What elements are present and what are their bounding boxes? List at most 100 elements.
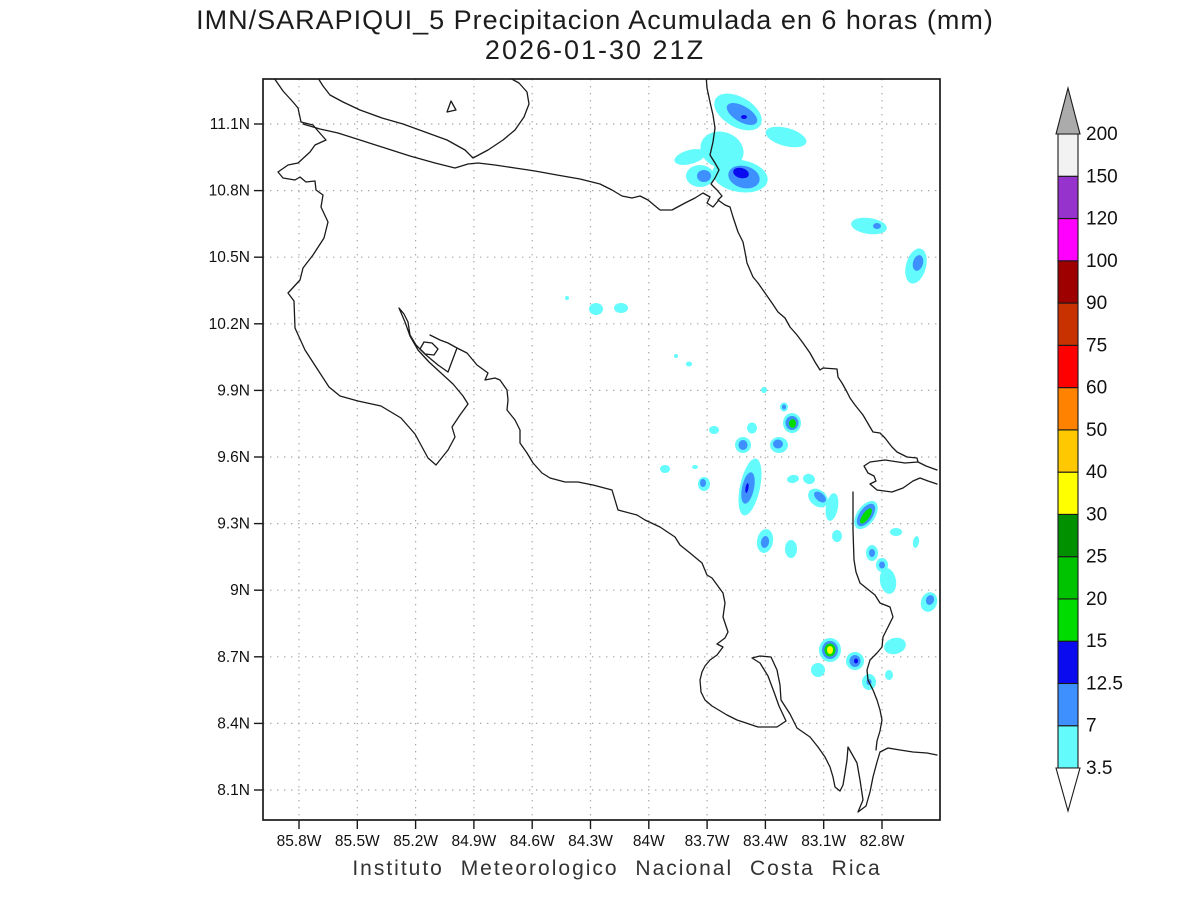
precip-cell-c [614,303,628,313]
colorbar-swatch [1057,217,1079,262]
precip-cell-b [912,255,924,271]
y-tick-label: 11.1N [210,116,250,133]
colorbar-label: 12.5 [1086,673,1123,694]
precip-cell-n [741,115,747,119]
y-tick-label: 8.1N [217,782,250,799]
precip-cell-c [879,568,897,594]
graticule-grid [263,79,940,820]
precip-cell-b [697,170,711,182]
x-tick-label: 83.1W [801,833,846,850]
colorbar-label: 100 [1086,251,1118,272]
precip-cell-c [761,387,767,393]
x-tick-label: 85.5W [335,833,380,850]
precip-cell-c [885,670,893,680]
precip-cell-b [869,549,875,557]
colorbar-label: 200 [1086,124,1118,145]
precip-cell-b [879,561,885,569]
precip-cell-c [803,473,815,485]
precip-cell-c [674,149,706,165]
precip-cell-c [660,465,670,473]
y-tick-label: 9.3N [217,516,250,533]
coastline-path [273,79,938,813]
institution-footer: Instituto Meteorologico Nacional Costa R… [352,857,882,880]
colorbar-label: 60 [1086,378,1107,399]
precip-cell-b [738,440,748,450]
colorbar-label: 150 [1086,166,1118,187]
precip-cell-c [565,296,569,300]
colorbar-label: 50 [1086,420,1107,441]
colorbar-swatch [1057,471,1079,515]
colorbar-swatch [1057,725,1079,769]
colorbar-swatch [1057,387,1079,431]
precip-cell-c [765,126,807,148]
precip-cell-b [873,223,881,229]
colorbar-swatch [1057,260,1079,304]
figure-title: IMN/SARAPIQUI_5 Precipitacion Acumulada … [196,5,994,35]
map-frame [262,78,941,821]
precip-cell-c [674,354,678,358]
coastline-path [705,79,938,471]
precip-cell-g [789,419,796,428]
x-tick-label: 83.7W [685,833,730,850]
y-tick-label: 10.8N [209,183,250,200]
coastline-path [302,123,719,211]
precip-cell-c [912,536,920,548]
figure-valid-time: 2026-01-30 21Z [484,35,706,65]
colorbar-legend: 3.5 7 12.5 15 20 25 30 40 50 60 75 90 100 120 150 200 [1055,85,1123,814]
colorbar-swatch [1057,640,1079,685]
x-tick-label: 85.8W [277,833,322,850]
y-tick-label: 9.9N [217,382,250,399]
precip-cell-c [832,530,842,542]
precip-cell-c [686,361,692,367]
colorbar-label: 75 [1086,335,1107,356]
colorbar-swatch [1057,175,1079,220]
y-tick-label: 9.6N [217,449,250,466]
precip-cell-c [709,426,719,434]
x-tick-label: 82.8W [860,833,905,850]
colorbar-label: 120 [1086,209,1118,230]
colorbar-swatch [1057,513,1079,558]
y-tick-label: 9N [230,582,250,599]
colorbar-label: 15 [1086,631,1107,652]
colorbar-arrow-top [1055,85,1081,135]
precip-cell-y [827,646,833,654]
precip-cell-b [726,103,758,125]
axis-labels: 11.1N 10.8N 10.5N 10.2N 9.9N 9.6N 9.3N 9N 8.7N 8.… [209,116,905,850]
precip-cell-c [851,217,887,235]
precip-cell-n [854,658,858,664]
precip-cell-c [747,422,757,434]
coastline-path [446,100,457,113]
precip-cell-b [925,595,935,605]
y-tick-label: 10.5N [209,249,250,266]
precip-cell-b [814,491,826,503]
precip-cell-c [825,493,839,521]
precip-cell-c [787,474,799,484]
colorbar-label: 3.5 [1086,758,1112,779]
coastline-borders [273,79,938,813]
coastline-path [863,459,938,493]
precip-cell-c [589,303,603,315]
colorbar-swatch [1057,344,1079,389]
coastline-path [419,341,439,356]
colorbar-arrow-bottom [1055,767,1081,814]
colorbar-label: 25 [1086,547,1107,568]
coastline-path [852,491,894,751]
x-tick-label: 84.3W [568,833,613,850]
precip-cell-n [733,167,749,179]
colorbar-label: 7 [1086,716,1097,737]
x-tick-label: 84W [633,833,665,850]
precip-cell-c [890,528,902,536]
colorbar-swatch [1057,598,1079,642]
precip-cell-c [692,465,698,469]
precip-cell-g [860,508,872,524]
colorbar-label: 40 [1086,462,1107,483]
colorbar-swatch [1057,429,1079,473]
precip-cell-b [773,439,783,449]
precip-cell-b [782,404,786,410]
precip-cell-b [700,479,706,487]
precip-cell-c [884,637,906,655]
y-tick-label: 8.7N [217,649,250,666]
precip-cell-c [700,131,744,169]
